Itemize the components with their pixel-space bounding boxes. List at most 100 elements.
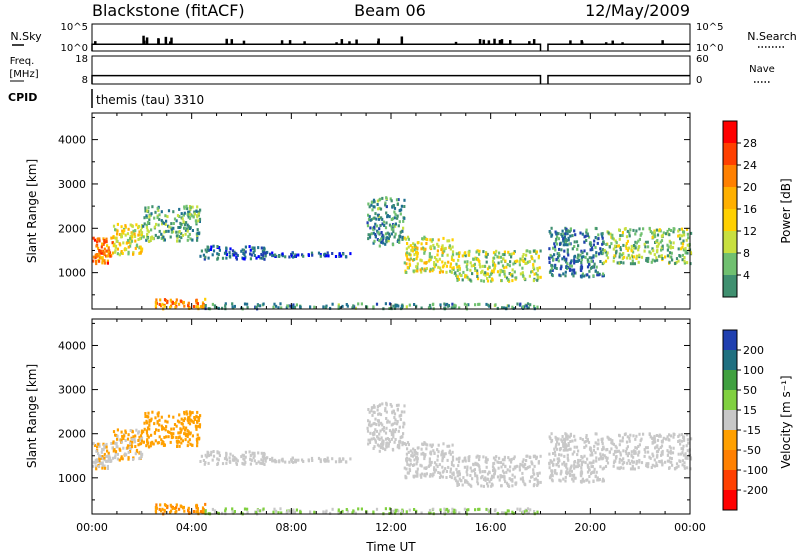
velocity-cell	[397, 509, 400, 513]
power-cell	[384, 302, 387, 306]
power-cell	[375, 224, 379, 228]
velocity-cell	[624, 432, 627, 436]
velocity-cell	[564, 479, 567, 483]
velocity-cell	[566, 437, 569, 441]
power-cell	[510, 255, 513, 259]
velocity-cell	[637, 445, 640, 448]
power-cell	[198, 210, 201, 214]
power-cell	[376, 203, 379, 206]
power-cell	[202, 253, 205, 257]
power-cell	[511, 272, 514, 276]
freq-series-line	[91, 74, 690, 84]
velocity-cell	[618, 433, 621, 437]
power-cell	[185, 204, 188, 208]
power-cell	[148, 218, 151, 222]
power-cell	[196, 228, 199, 232]
velocity-cell	[100, 456, 103, 460]
velocity-cell	[684, 456, 687, 460]
velocity-cell	[408, 463, 411, 467]
velocity-cell	[635, 434, 638, 438]
velocity-cell	[430, 445, 433, 449]
velocity-cell	[197, 437, 201, 441]
power-cell	[384, 203, 387, 207]
power-cell	[506, 263, 509, 266]
velocity-cell	[464, 456, 467, 460]
velocity-cell	[683, 466, 686, 470]
velocity-cell	[413, 458, 416, 462]
velocity-cell	[681, 451, 684, 455]
power-cell	[630, 244, 633, 248]
velocity-cell	[264, 457, 267, 460]
power-cell	[329, 306, 332, 310]
power-cell	[629, 228, 632, 232]
power-cell	[618, 255, 621, 259]
velocity-cell	[501, 474, 504, 478]
velocity-cell	[189, 442, 192, 446]
power-cell	[100, 251, 103, 255]
velocity-cell	[489, 478, 492, 481]
velocity-cell	[167, 430, 170, 434]
velocity-cell	[571, 473, 574, 477]
power-cell	[129, 244, 132, 248]
power-cell	[317, 251, 321, 255]
velocity-cell	[680, 433, 684, 436]
power-cell	[127, 227, 130, 231]
velocity-cell	[368, 410, 371, 414]
velocity-cell	[416, 467, 419, 471]
power-cell	[116, 252, 119, 256]
velocity-cell	[376, 443, 379, 447]
velocity-cell	[628, 436, 631, 440]
velocity-cell	[441, 459, 444, 463]
power-cell	[405, 262, 408, 266]
velocity-cell	[273, 507, 276, 511]
velocity-cell	[103, 452, 106, 456]
power-cell	[618, 228, 621, 232]
velocity-cell	[382, 441, 385, 445]
power-cell	[369, 218, 372, 222]
power-cell	[176, 239, 179, 243]
velocity-cell	[374, 428, 377, 432]
velocity-cell	[149, 441, 152, 445]
velocity-cell	[299, 510, 302, 514]
velocity-cell	[638, 432, 641, 436]
velocity-cell	[341, 457, 345, 461]
power-cell	[382, 220, 385, 224]
power-cell	[163, 304, 166, 308]
colorbar-segment	[723, 231, 737, 254]
velocity-cell	[388, 420, 391, 424]
power-cell	[486, 279, 490, 283]
velocity-scatter-cells	[92, 401, 693, 516]
velocity-cell	[115, 445, 118, 449]
velocity-cell	[379, 446, 382, 449]
power-cell	[178, 207, 181, 211]
power-cell	[423, 248, 426, 252]
velocity-cell	[367, 438, 370, 442]
velocity-cell	[614, 444, 617, 448]
power-cell	[509, 260, 512, 264]
power-cell	[511, 305, 514, 309]
power-cell	[376, 199, 379, 203]
power-cell	[420, 270, 423, 274]
power-cell	[155, 222, 158, 226]
velocity-cell	[189, 418, 192, 422]
power-cell	[444, 303, 447, 307]
power-cell	[625, 242, 628, 245]
power-cell	[573, 271, 576, 275]
power-cell	[628, 231, 631, 235]
velocity-cell	[533, 464, 536, 468]
power-cell	[666, 254, 669, 258]
velocity-cell	[252, 456, 255, 460]
velocity-cell	[578, 464, 581, 468]
nsky-label: N.Sky	[10, 30, 42, 43]
power-cell	[186, 227, 189, 231]
power-cell	[126, 241, 129, 244]
velocity-cell	[161, 426, 164, 430]
power-cell	[412, 269, 415, 273]
velocity-cell	[406, 462, 409, 466]
power-cell	[451, 250, 455, 254]
power-cell	[683, 233, 686, 237]
power-cell	[522, 275, 525, 278]
velocity-cell	[395, 403, 399, 407]
velocity-cell	[360, 507, 363, 511]
power-cell	[573, 258, 576, 262]
